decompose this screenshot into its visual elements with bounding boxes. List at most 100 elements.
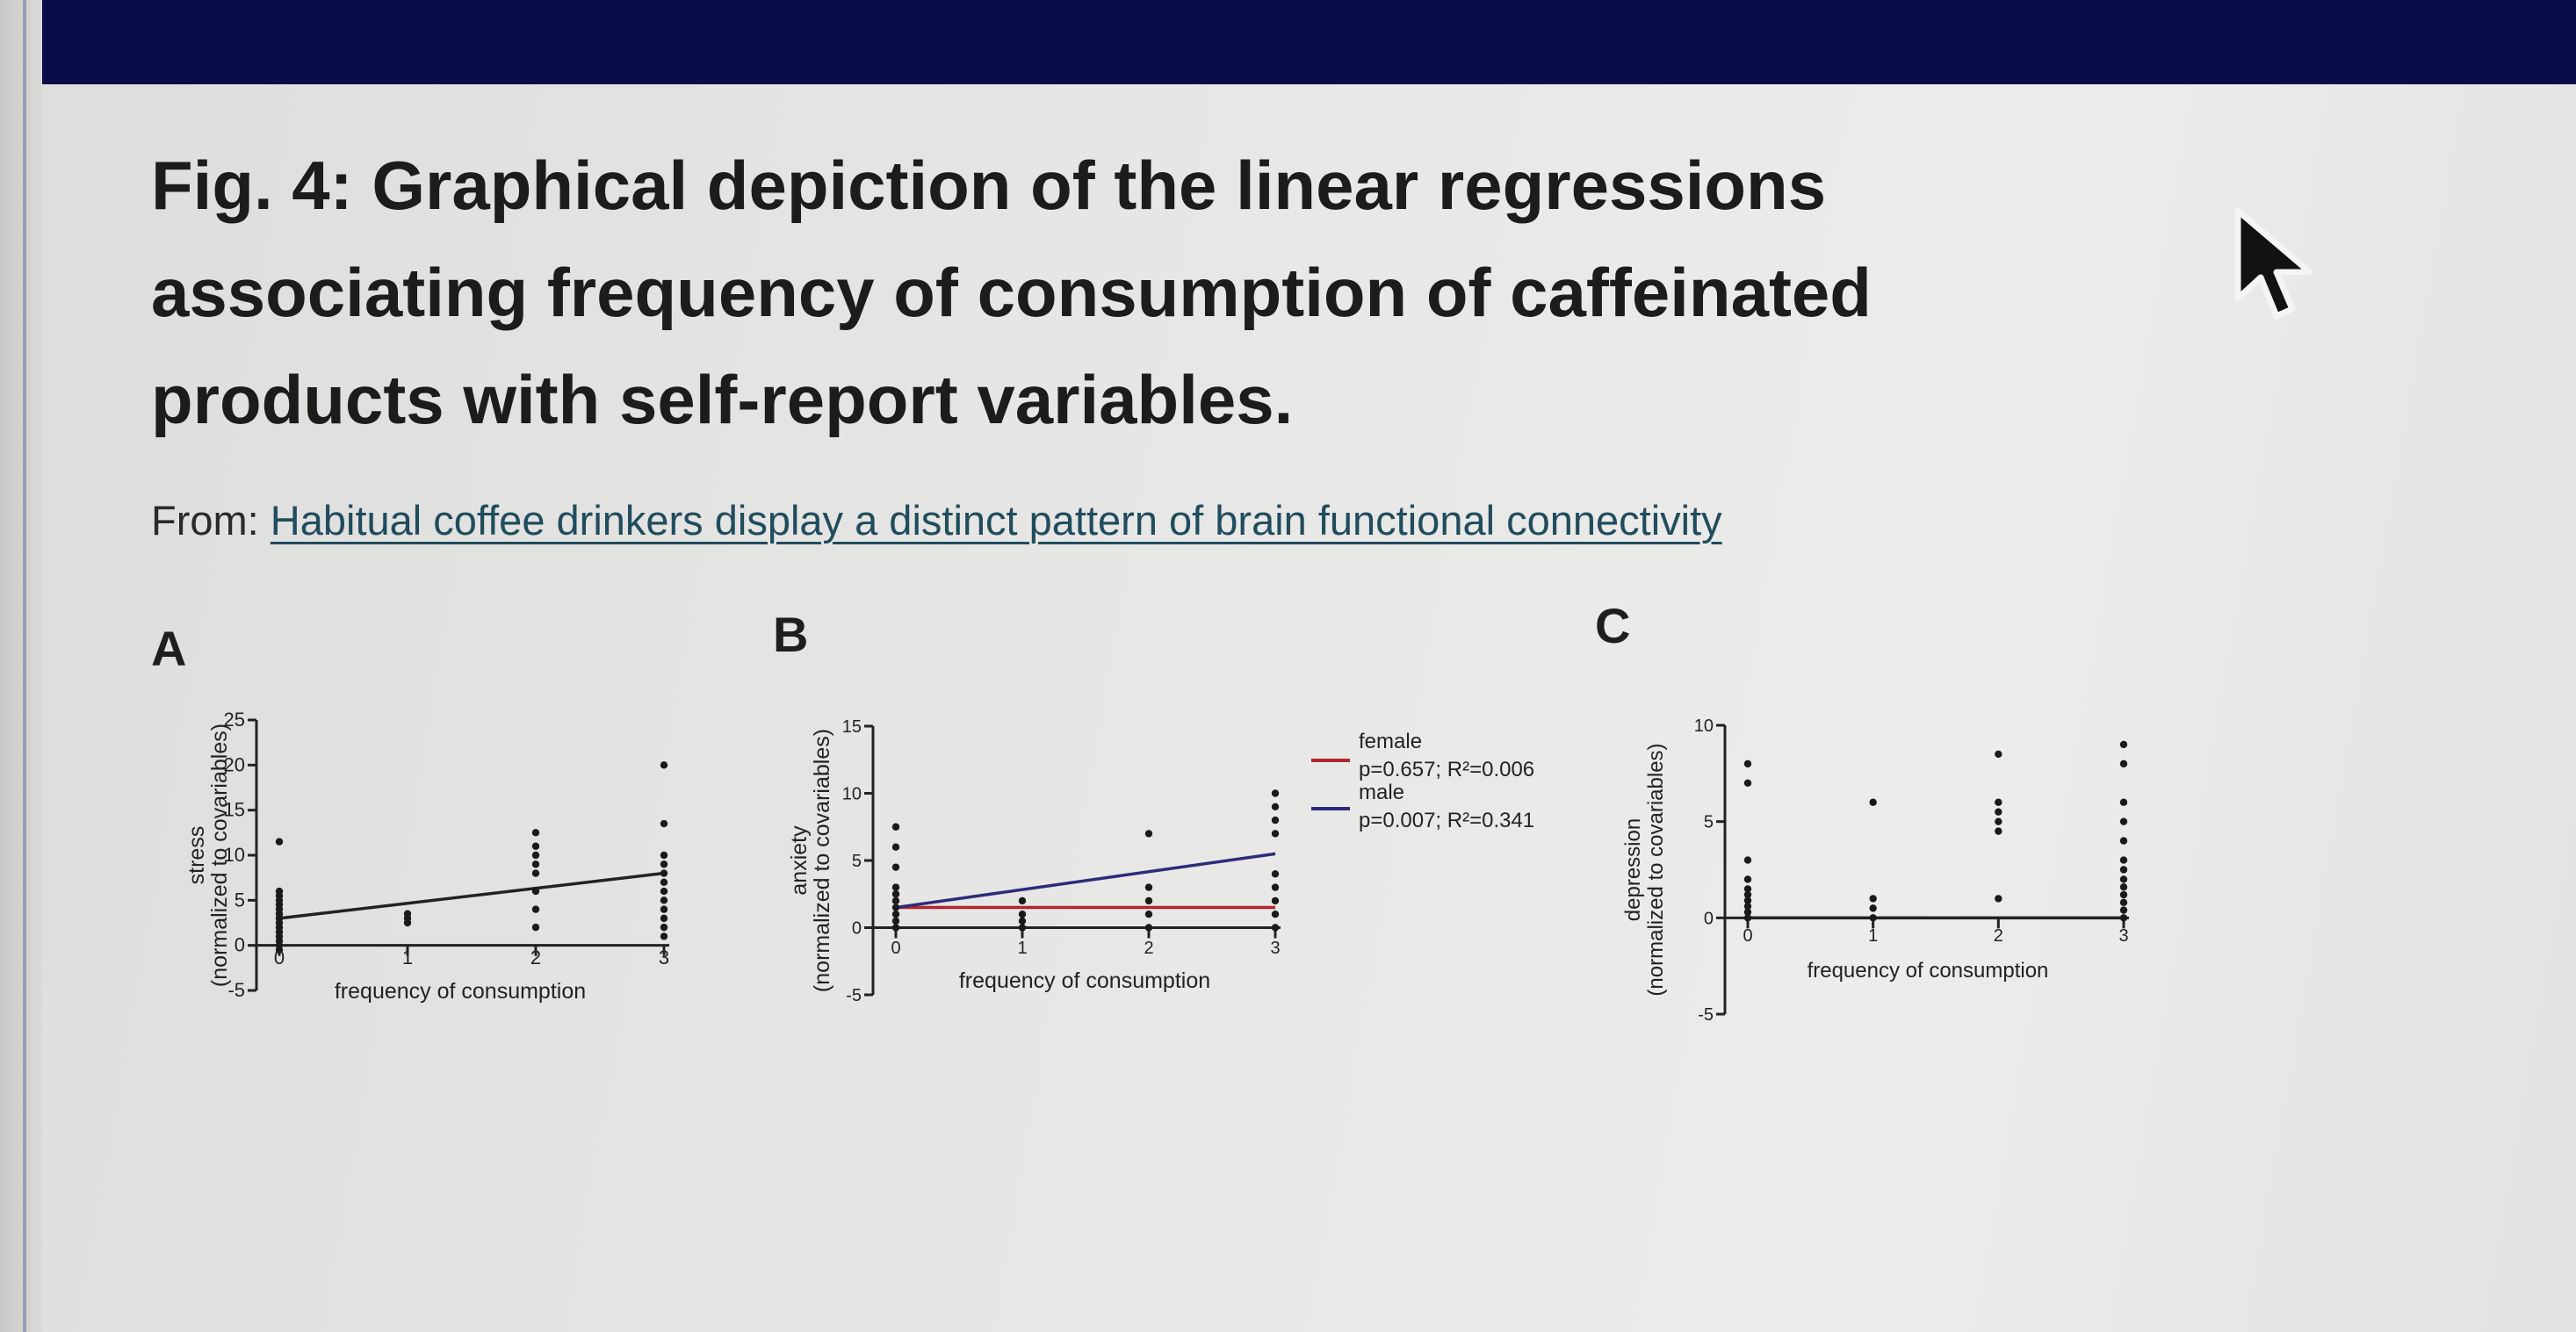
x-tick-label: 3 <box>1270 939 1280 958</box>
data-point <box>2119 837 2128 845</box>
data-point <box>1743 779 1752 787</box>
data-point <box>891 843 900 851</box>
y-tick-label: 0 <box>235 934 245 956</box>
data-point <box>660 905 668 913</box>
panel-label-c: C <box>1595 598 1631 653</box>
y-tick-label: 10 <box>842 785 862 804</box>
y-tick-label: 0 <box>1704 909 1714 928</box>
data-point <box>891 863 900 871</box>
data-point <box>531 869 540 877</box>
y-tick-label: -5 <box>846 986 862 1005</box>
monitor-bezel <box>0 0 42 1332</box>
x-axis-label: frequency of consumption <box>959 968 1210 993</box>
data-point <box>2119 883 2128 891</box>
data-point <box>660 923 668 932</box>
data-point <box>1995 798 2002 806</box>
data-point <box>891 924 900 932</box>
data-point <box>1743 914 1752 922</box>
arrow-cursor-icon <box>2234 207 2313 320</box>
data-point <box>531 905 540 913</box>
data-point <box>2119 914 2128 922</box>
data-point <box>1995 827 2002 835</box>
data-point <box>2119 875 2128 883</box>
data-point <box>1144 911 1153 918</box>
data-point <box>1869 895 1877 903</box>
regression-line-male <box>895 852 1276 910</box>
regression-line <box>278 871 665 920</box>
data-point <box>660 878 668 886</box>
data-point <box>275 887 284 896</box>
data-point <box>1018 924 1027 932</box>
y-tick-label: -5 <box>1698 1005 1714 1025</box>
data-point <box>660 914 668 923</box>
y-tick-label: 20 <box>224 753 245 775</box>
data-point <box>660 761 668 769</box>
y-axis-sublabel: (normalized to covariables) <box>810 729 834 992</box>
data-point <box>2119 856 2128 864</box>
figure-source-line: From: Habitual coffee drinkers display a… <box>151 496 1722 544</box>
data-point <box>1743 890 1752 899</box>
y-tick-label: 15 <box>842 717 862 737</box>
data-point <box>1271 830 1280 838</box>
top-navigation-bar <box>42 0 2576 84</box>
data-point <box>891 823 900 831</box>
y-axis-label: anxiety <box>787 825 812 896</box>
data-point <box>660 887 668 896</box>
y-axis-sublabel: (normalized to covariables) <box>1644 743 1668 996</box>
source-article-link[interactable]: Habitual coffee drinkers display a disti… <box>270 497 1722 544</box>
data-point <box>2119 798 2128 806</box>
data-point <box>1995 808 2002 816</box>
data-point <box>2119 906 2128 914</box>
data-point <box>1018 896 1027 905</box>
data-point <box>660 860 668 868</box>
data-point <box>531 851 540 860</box>
legend-male-label: male <box>1359 781 1404 804</box>
data-point <box>1743 896 1752 904</box>
data-point <box>891 911 900 918</box>
x-tick-label: 1 <box>1017 939 1027 958</box>
data-point <box>1869 914 1877 922</box>
from-label: From: <box>151 497 259 544</box>
data-point <box>1271 789 1280 797</box>
data-point <box>2119 890 2128 899</box>
data-point <box>1743 875 1752 883</box>
data-point <box>1018 917 1027 925</box>
data-point <box>660 869 668 877</box>
data-point <box>1995 750 2002 759</box>
data-point <box>1271 924 1280 932</box>
data-point <box>660 819 668 828</box>
data-point <box>1144 896 1153 905</box>
x-tick-label: 0 <box>1743 926 1752 946</box>
data-point <box>1743 902 1752 911</box>
x-tick-label: 3 <box>659 947 669 968</box>
bezel-highlight <box>23 0 26 1332</box>
data-point <box>891 896 900 905</box>
data-point <box>531 842 540 850</box>
data-point <box>2119 898 2128 906</box>
data-point <box>2119 817 2128 825</box>
data-point <box>2119 866 2128 874</box>
data-point <box>891 917 900 925</box>
y-tick-label: 25 <box>224 709 245 731</box>
data-point <box>1869 798 1877 806</box>
data-point <box>1271 883 1280 891</box>
data-point <box>660 932 668 940</box>
data-point <box>1743 856 1752 864</box>
x-tick-label: 3 <box>2118 926 2128 946</box>
panel-label-b: B <box>773 607 809 662</box>
x-axis-label: frequency of consumption <box>335 979 586 1004</box>
data-point <box>1018 911 1027 918</box>
y-axis-label: depression <box>1621 818 1645 921</box>
y-tick-label: 15 <box>224 799 245 821</box>
data-point <box>660 851 668 860</box>
x-tick-label: 2 <box>530 947 541 968</box>
data-point <box>891 904 900 911</box>
y-axis-label: stress <box>184 826 209 885</box>
data-point <box>1144 830 1153 838</box>
data-point <box>1271 911 1280 918</box>
x-tick-label: 0 <box>891 939 900 958</box>
panel-c-plot: -5 0 5 10 0 1 2 3 depression (normalized to covar… <box>1621 716 2129 1025</box>
data-point <box>891 890 900 898</box>
